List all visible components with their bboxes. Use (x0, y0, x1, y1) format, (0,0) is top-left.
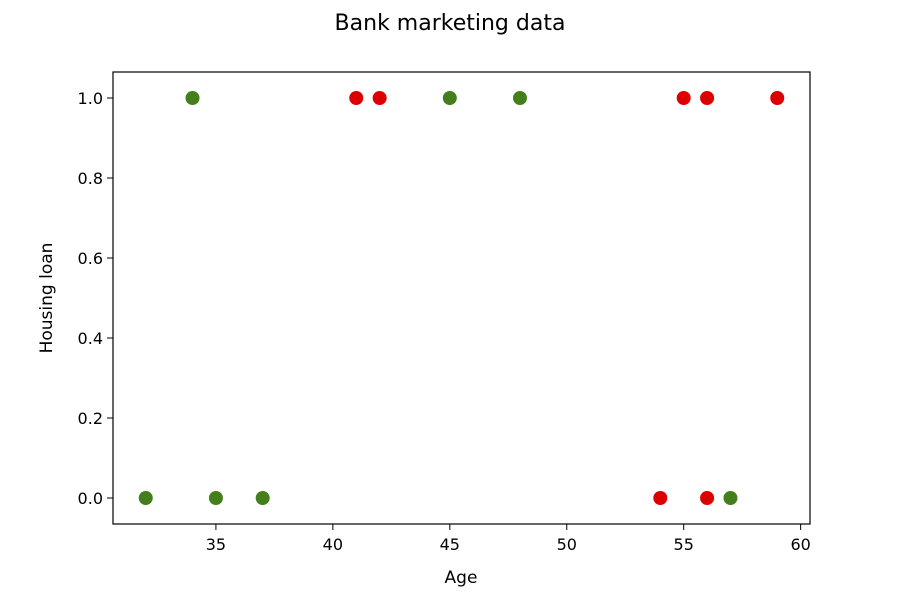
y-tick-label: 0.0 (78, 489, 103, 508)
x-tick-label: 50 (557, 535, 577, 554)
y-tick-label: 1.0 (78, 89, 103, 108)
chart-title: Bank marketing data (335, 11, 566, 36)
x-axis-title: Age (445, 568, 478, 588)
y-axis-title: Housing loan (37, 243, 57, 354)
scatter-point (723, 491, 738, 505)
scatter-point (349, 91, 364, 105)
scatter-point (512, 91, 527, 105)
x-tick-label: 55 (674, 535, 694, 554)
x-tick-label: 40 (323, 535, 343, 554)
scatter-point (255, 491, 270, 505)
scatter-point (700, 91, 715, 105)
scatter-point (770, 91, 785, 105)
x-tick-label: 60 (790, 535, 810, 554)
x-tick-label: 45 (440, 535, 460, 554)
y-axis: 0.0 0.2 0.4 0.6 0.8 1.0 (78, 89, 113, 508)
plot-frame (112, 71, 811, 525)
y-tick-label: 0.4 (78, 329, 103, 348)
scatter-point (442, 91, 457, 105)
y-tick-label: 0.6 (78, 249, 103, 268)
scatter-point (185, 91, 200, 105)
scatter-point (653, 491, 668, 505)
y-tick-label: 0.8 (78, 169, 103, 188)
x-tick-label: 35 (206, 535, 226, 554)
data-points (138, 91, 785, 505)
y-tick-label: 0.2 (78, 409, 103, 428)
scatter-point (208, 491, 223, 505)
scatter-point (372, 91, 387, 105)
scatter-point (138, 491, 153, 505)
scatter-point (676, 91, 691, 105)
x-axis: 35 40 45 50 55 60 (206, 524, 811, 554)
scatter-point (700, 491, 715, 505)
